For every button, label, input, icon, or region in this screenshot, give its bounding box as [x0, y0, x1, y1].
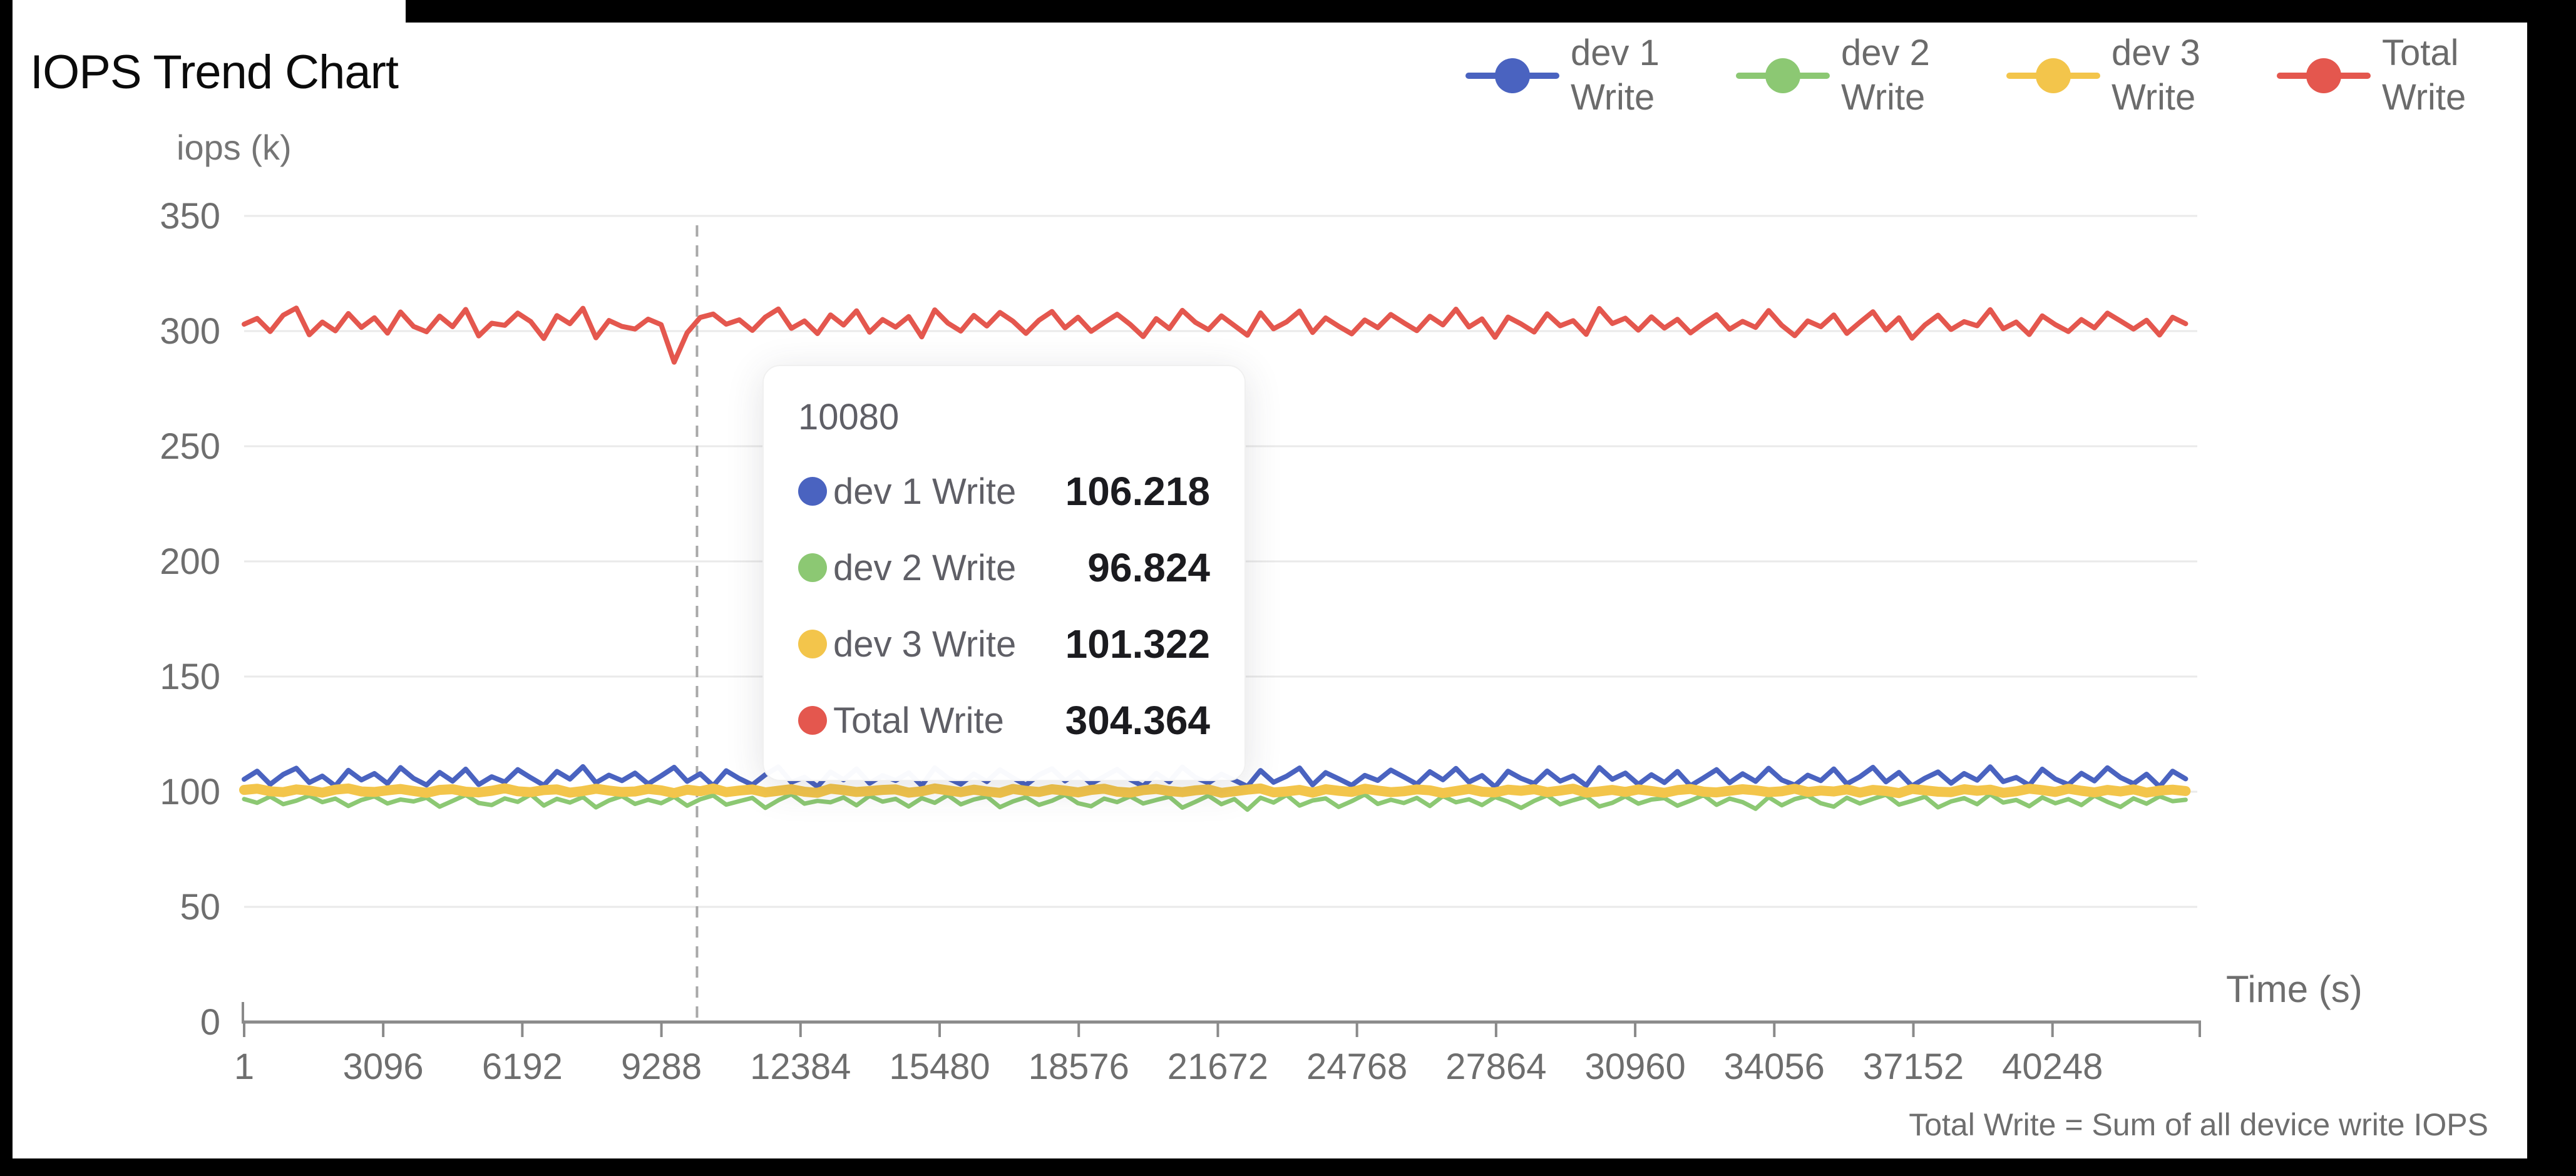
x-axis-title: Time (s) — [2226, 968, 2363, 1010]
tooltip-series-dot — [798, 706, 827, 735]
x-tick-label-15480: 15480 — [889, 1046, 990, 1087]
series-line-dev-3-write — [239, 783, 2191, 799]
legend-item-dev-3-write[interactable]: dev 3 Write — [2006, 31, 2219, 120]
tooltip-series-label: dev 2 Write — [833, 547, 1017, 588]
x-tick-label-21672: 21672 — [1167, 1046, 1268, 1087]
legend-label: Total Write — [2382, 33, 2466, 118]
x-tick-label-24768: 24768 — [1306, 1046, 1407, 1087]
y-tick-label-0: 0 — [200, 1002, 220, 1043]
legend-marker-dot — [1495, 58, 1530, 93]
tooltip-header: 10080 — [798, 397, 900, 437]
tooltip-row-dev-2-write: dev 2 Write 96.824 — [798, 545, 1210, 591]
y-tick-label-250: 250 — [160, 426, 220, 467]
y-tick-label-350: 350 — [160, 196, 220, 237]
legend-marker-icon — [1736, 32, 1830, 120]
legend-marker-dot — [2036, 58, 2071, 93]
y-tick-label-200: 200 — [160, 541, 220, 582]
x-tick-label-1: 1 — [234, 1046, 254, 1087]
tooltip-series-value: 304.364 — [1065, 698, 1210, 743]
chart-panel — [13, 23, 2527, 1158]
x-tick-label-34056: 34056 — [1724, 1046, 1825, 1087]
series-line-dev-2-write — [242, 792, 2188, 812]
page-title: IOPS Trend Chart — [30, 46, 399, 99]
y-tick-label-50: 50 — [180, 887, 220, 928]
x-tick-label-37152: 37152 — [1863, 1046, 1964, 1087]
tooltip-series-dot — [798, 630, 827, 658]
tooltip-series-dot — [798, 553, 827, 582]
footnote: Total Write = Sum of all device write IO… — [1909, 1107, 2488, 1142]
tooltip-row-total-write: Total Write 304.364 — [798, 697, 1210, 744]
x-tick-label-9288: 9288 — [621, 1046, 702, 1087]
x-tick-label-40248: 40248 — [2002, 1046, 2103, 1087]
chart-tooltip: 10080 dev 1 Write 106.218 dev 2 Write 96.82… — [762, 365, 1246, 781]
tooltip-series-dot — [798, 477, 827, 506]
legend-marker-icon — [2277, 32, 2371, 120]
legend-marker-dot — [2306, 58, 2341, 93]
x-tick-label-27864: 27864 — [1445, 1046, 1546, 1087]
tooltip-row-dev-1-write: dev 1 Write 106.218 — [798, 468, 1210, 514]
legend-item-total-write[interactable]: Total Write — [2277, 31, 2490, 120]
legend-label: dev 2 Write — [1841, 33, 1930, 118]
tooltip-series-value: 101.322 — [1065, 621, 1210, 667]
legend-item-dev-1-write[interactable]: dev 1 Write — [1465, 31, 1678, 120]
series-line-total-write — [242, 305, 2189, 365]
tooltip-series-value: 106.218 — [1065, 469, 1210, 514]
tooltip-series-value: 96.824 — [1087, 545, 1210, 590]
y-axis-unit-label: iops (k) — [177, 128, 292, 167]
tooltip-series-label: dev 3 Write — [833, 623, 1017, 665]
y-tick-label-150: 150 — [160, 657, 220, 697]
legend-marker-dot — [1765, 58, 1800, 93]
x-tick-label-30960: 30960 — [1584, 1046, 1685, 1087]
tooltip-series-label: Total Write — [833, 700, 1004, 741]
tooltip-series-label: dev 1 Write — [833, 471, 1017, 512]
y-tick-label-100: 100 — [160, 772, 220, 812]
legend-label: dev 1 Write — [1571, 33, 1660, 118]
chart-legend: dev 1 Write dev 2 Write dev 3 Write Total W… — [1465, 31, 2490, 120]
tooltip-row-dev-3-write: dev 3 Write 101.322 — [798, 621, 1210, 667]
x-tick-label-12384: 12384 — [750, 1046, 851, 1087]
top-left-notch — [13, 0, 406, 25]
x-tick-label-3096: 3096 — [343, 1046, 424, 1087]
x-tick-label-6192: 6192 — [482, 1046, 563, 1087]
legend-item-dev-2-write[interactable]: dev 2 Write — [1736, 31, 1949, 120]
y-tick-label-300: 300 — [160, 311, 220, 352]
legend-marker-icon — [1465, 32, 1559, 120]
legend-marker-icon — [2006, 32, 2100, 120]
legend-label: dev 3 Write — [2112, 33, 2200, 118]
x-tick-label-18576: 18576 — [1029, 1046, 1129, 1087]
